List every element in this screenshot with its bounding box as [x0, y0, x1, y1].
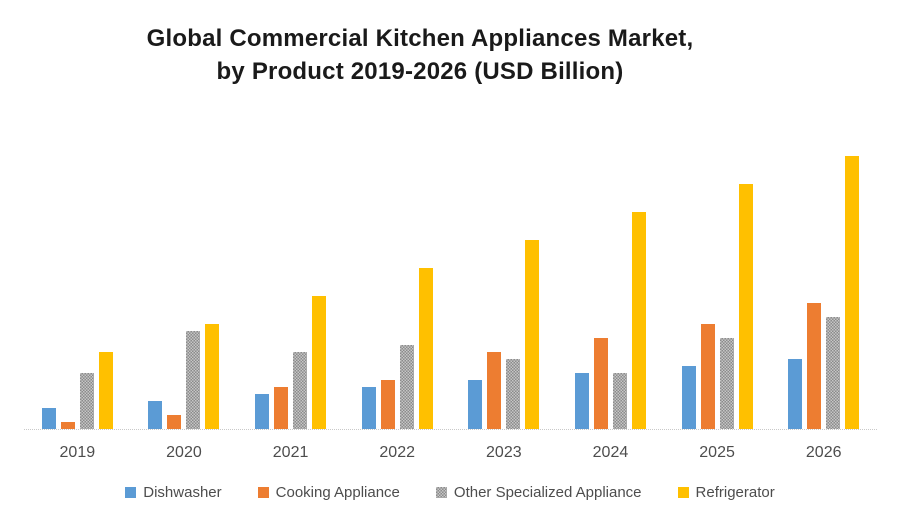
bar-cooking-appliance-2025	[700, 324, 715, 429]
plot-area	[24, 121, 877, 430]
bar-refrigerator-2023	[525, 240, 540, 429]
chart-title-line-1: Global Commercial Kitchen Appliances Mar…	[146, 25, 694, 52]
x-axis-labels: 2019 2020 2021 2022 2023 2024 2025 2026	[24, 444, 877, 462]
bar-dishwasher-2023	[468, 380, 483, 429]
bar-other-specialized-appliance-2022	[399, 345, 414, 429]
bar-cooking-appliance-2022	[380, 380, 395, 429]
bar-refrigerator-2026	[845, 156, 860, 429]
legend-item-refrigerator: Refrigerator	[677, 484, 775, 501]
legend-label-cooking-appliance: Cooking Appliance	[275, 484, 400, 501]
x-axis-label-2020: 2020	[166, 444, 202, 461]
bar-group-2023	[451, 121, 558, 429]
bar-dishwasher-2024	[574, 373, 589, 429]
bar-cooking-appliance-2020	[167, 415, 182, 429]
bar-refrigerator-2024	[631, 212, 646, 429]
bar-group-2025	[664, 121, 771, 429]
legend-label-dishwasher: Dishwasher	[143, 484, 222, 501]
chart-title: Global Commercial Kitchen Appliances Mar…	[0, 22, 840, 88]
x-axis-label-2023: 2023	[486, 444, 522, 461]
bar-dishwasher-2019	[41, 408, 56, 429]
x-axis-label-2019: 2019	[59, 444, 96, 461]
bar-dishwasher-2022	[361, 387, 376, 429]
x-axis-label-2024: 2024	[592, 444, 629, 461]
bar-other-specialized-appliance-2025	[719, 338, 734, 429]
bar-group-2019	[24, 121, 131, 429]
bar-other-specialized-appliance-2023	[506, 359, 521, 429]
x-axis-label-2021: 2021	[272, 444, 309, 461]
bar-refrigerator-2020	[205, 324, 220, 429]
bar-refrigerator-2021	[312, 296, 327, 429]
bar-group-2020	[131, 121, 238, 429]
bar-other-specialized-appliance-2024	[612, 373, 627, 429]
bar-group-2022	[344, 121, 451, 429]
legend: Dishwasher Cooking Appliance Other Special…	[0, 484, 900, 501]
bar-group-2021	[237, 121, 344, 429]
legend-item-cooking-appliance: Cooking Appliance	[257, 484, 400, 501]
bar-dishwasher-2021	[255, 394, 270, 429]
bar-dishwasher-2026	[788, 359, 803, 429]
bar-refrigerator-2022	[418, 268, 433, 429]
bar-dishwasher-2020	[148, 401, 163, 429]
bar-cooking-appliance-2026	[807, 303, 822, 429]
bar-cooking-appliance-2019	[60, 422, 75, 429]
bar-refrigerator-2019	[98, 352, 113, 429]
legend-label-other-specialized-appliance: Other Specialized Appliance	[453, 484, 642, 501]
bar-dishwasher-2025	[681, 366, 696, 429]
bar-other-specialized-appliance-2019	[79, 373, 94, 429]
legend-swatch-dishwasher	[125, 487, 137, 498]
x-axis-label-2022: 2022	[379, 444, 415, 461]
bar-group-2024	[557, 121, 664, 429]
x-axis-label-2026: 2026	[805, 444, 842, 461]
legend-swatch-cooking-appliance	[257, 487, 269, 498]
bar-cooking-appliance-2021	[274, 387, 289, 429]
bar-other-specialized-appliance-2026	[826, 317, 841, 429]
legend-swatch-other-specialized-appliance	[435, 487, 447, 498]
bar-cooking-appliance-2024	[593, 338, 608, 429]
bar-other-specialized-appliance-2021	[293, 352, 308, 429]
legend-item-dishwasher: Dishwasher	[125, 484, 222, 501]
legend-swatch-refrigerator	[677, 487, 689, 498]
bar-cooking-appliance-2023	[487, 352, 502, 429]
bar-refrigerator-2025	[738, 184, 753, 429]
bar-group-2026	[770, 121, 877, 429]
legend-item-other-specialized-appliance: Other Specialized Appliance	[435, 484, 642, 501]
x-axis-label-2025: 2025	[699, 444, 735, 461]
legend-label-refrigerator: Refrigerator	[695, 484, 775, 501]
chart-title-line-2: by Product 2019-2026 (USD Billion)	[216, 58, 624, 85]
bar-other-specialized-appliance-2020	[186, 331, 201, 429]
